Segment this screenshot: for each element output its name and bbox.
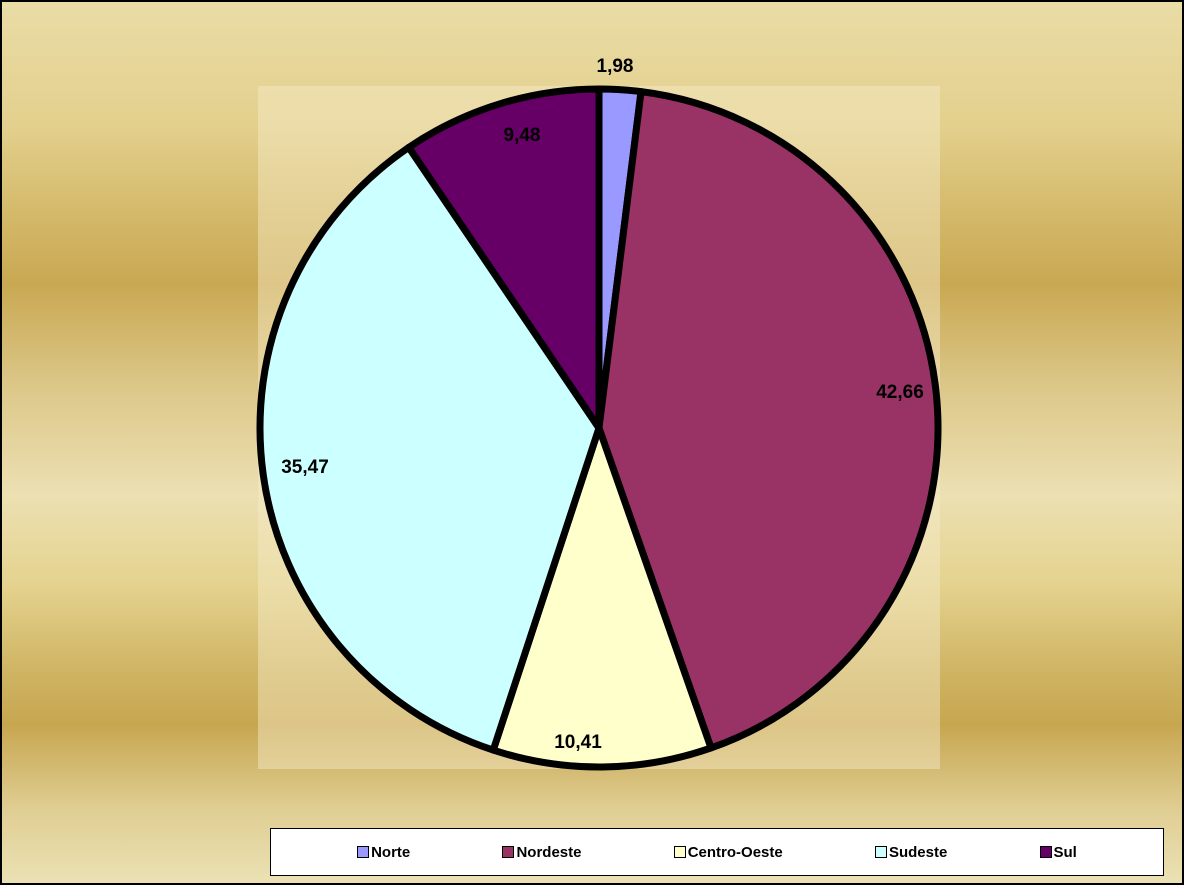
data-label-norte: 1,98 <box>597 56 634 77</box>
data-label-nordeste: 42,66 <box>876 382 924 403</box>
legend-label-sudeste: Sudeste <box>888 843 948 861</box>
legend-item-sudeste: Sudeste <box>874 843 948 861</box>
data-label-sudeste: 35,47 <box>281 457 329 478</box>
pie-slice-sudeste <box>256 143 603 754</box>
legend-item-centro-oeste: Centro-Oeste <box>673 843 783 861</box>
legend-label-norte: Norte <box>371 843 411 861</box>
legend-item-sul: Sul <box>1039 843 1077 861</box>
legend-label-centro-oeste: Centro-Oeste <box>687 843 783 861</box>
legend-swatch-sul <box>1039 846 1052 858</box>
data-label-sul: 9,48 <box>504 125 541 146</box>
data-label-centro-oeste: 10,41 <box>554 732 602 753</box>
legend-item-nordeste: Nordeste <box>502 843 582 861</box>
legend: Norte Nordeste Centro-Oeste Sudeste Sul <box>270 828 1164 876</box>
legend-swatch-norte <box>357 846 370 858</box>
legend-label-sul: Sul <box>1053 843 1077 861</box>
pie-slice-centro-oeste <box>489 424 715 771</box>
legend-item-norte: Norte <box>357 844 410 861</box>
pie-slice-sul <box>405 85 603 432</box>
legend-label-nordeste: Nordeste <box>516 843 582 861</box>
legend-swatch-centro-oeste <box>673 846 686 858</box>
pie-slice-nordeste <box>595 88 942 752</box>
legend-swatch-sudeste <box>874 846 887 858</box>
legend-swatch-nordeste <box>502 846 515 858</box>
